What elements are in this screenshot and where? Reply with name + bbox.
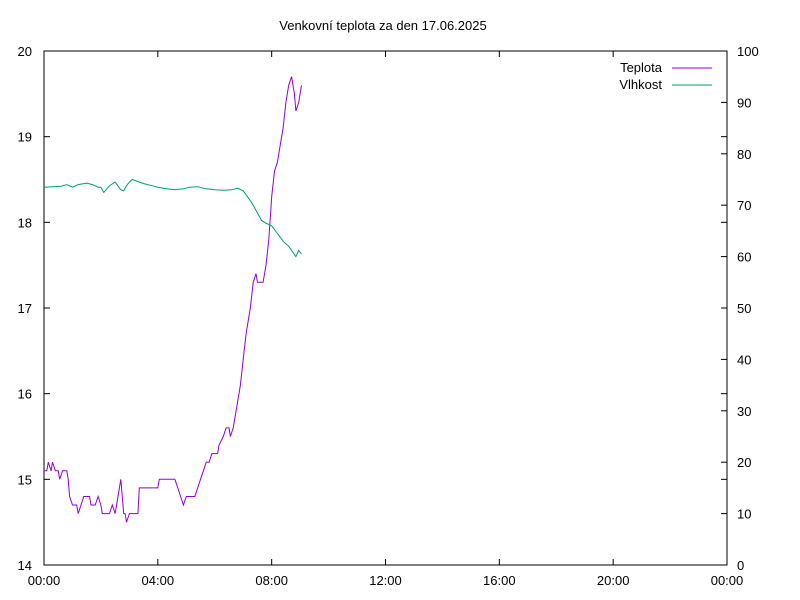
y-right-tick-label: 70 xyxy=(737,198,751,213)
y-right-tick-label: 40 xyxy=(737,352,751,367)
y-left-tick-label: 16 xyxy=(18,387,32,402)
y-right-tick-label: 80 xyxy=(737,147,751,162)
y-right-tick-label: 0 xyxy=(737,558,744,573)
series-line-vlhkost xyxy=(43,178,302,258)
x-tick-label: 20:00 xyxy=(597,573,630,588)
y-right-tick-label: 20 xyxy=(737,455,751,470)
legend: Teplota Vlhkost xyxy=(619,60,712,92)
x-tick-label: 08:00 xyxy=(255,573,288,588)
y-left-tick-label: 19 xyxy=(18,130,32,145)
y-left-axis: 14 15 16 17 18 19 20 xyxy=(18,44,727,573)
y-right-axis: 0 10 20 30 40 50 60 70 80 90 100 xyxy=(721,44,759,573)
series-group xyxy=(43,76,302,523)
series-line-teplota xyxy=(44,76,302,523)
x-tick-label: 00:00 xyxy=(28,573,61,588)
y-left-tick-label: 18 xyxy=(18,215,32,230)
x-tick-label: 16:00 xyxy=(483,573,516,588)
y-left-tick-label: 17 xyxy=(18,301,32,316)
y-right-tick-label: 60 xyxy=(737,250,751,265)
x-tick-label: 00:00 xyxy=(711,573,744,588)
x-axis: 00:00 04:00 08:00 12:00 16:00 20:00 00:00 xyxy=(28,51,744,588)
chart-title: Venkovní teplota za den 17.06.2025 xyxy=(279,18,486,33)
y-right-tick-label: 100 xyxy=(737,44,759,59)
y-right-tick-label: 30 xyxy=(737,404,751,419)
legend-label-vlhkost: Vlhkost xyxy=(619,77,662,92)
y-right-tick-label: 50 xyxy=(737,301,751,316)
y-left-tick-label: 20 xyxy=(18,44,32,59)
y-right-tick-label: 90 xyxy=(737,95,751,110)
y-left-tick-label: 14 xyxy=(18,558,32,573)
y-right-tick-label: 10 xyxy=(737,507,751,522)
x-tick-label: 04:00 xyxy=(142,573,175,588)
x-tick-label: 12:00 xyxy=(369,573,402,588)
legend-label-teplota: Teplota xyxy=(620,60,663,75)
y-left-tick-label: 15 xyxy=(18,472,32,487)
